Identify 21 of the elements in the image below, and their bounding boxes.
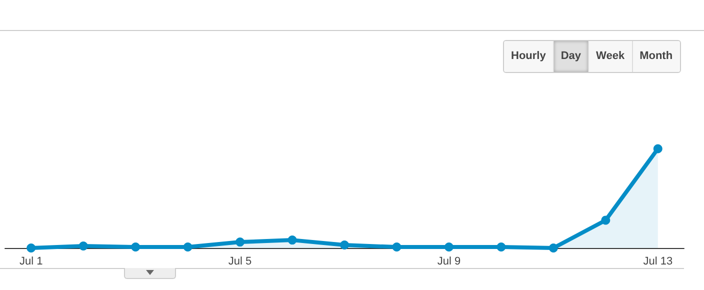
point <box>183 242 192 252</box>
point <box>288 236 297 245</box>
text: Month <box>632 41 680 72</box>
point <box>548 244 558 252</box>
point <box>496 242 506 252</box>
point <box>444 242 454 252</box>
point <box>236 238 245 247</box>
x-tick-label: Jul 9 <box>437 256 461 268</box>
point <box>26 244 36 252</box>
point <box>131 242 140 252</box>
point <box>653 144 662 154</box>
point <box>78 242 88 251</box>
text: Day <box>552 41 588 72</box>
text: Week <box>588 41 632 72</box>
x-tick-label: Jul 5 <box>228 256 252 268</box>
x-tick-label: Jul 1 <box>19 256 43 268</box>
x-tick-label: Jul 13 <box>643 256 673 268</box>
point <box>601 216 610 225</box>
text: Hourly <box>504 41 553 72</box>
point <box>340 240 349 250</box>
point <box>392 242 402 252</box>
